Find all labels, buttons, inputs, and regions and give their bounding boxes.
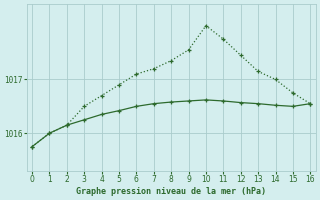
X-axis label: Graphe pression niveau de la mer (hPa): Graphe pression niveau de la mer (hPa)	[76, 187, 266, 196]
